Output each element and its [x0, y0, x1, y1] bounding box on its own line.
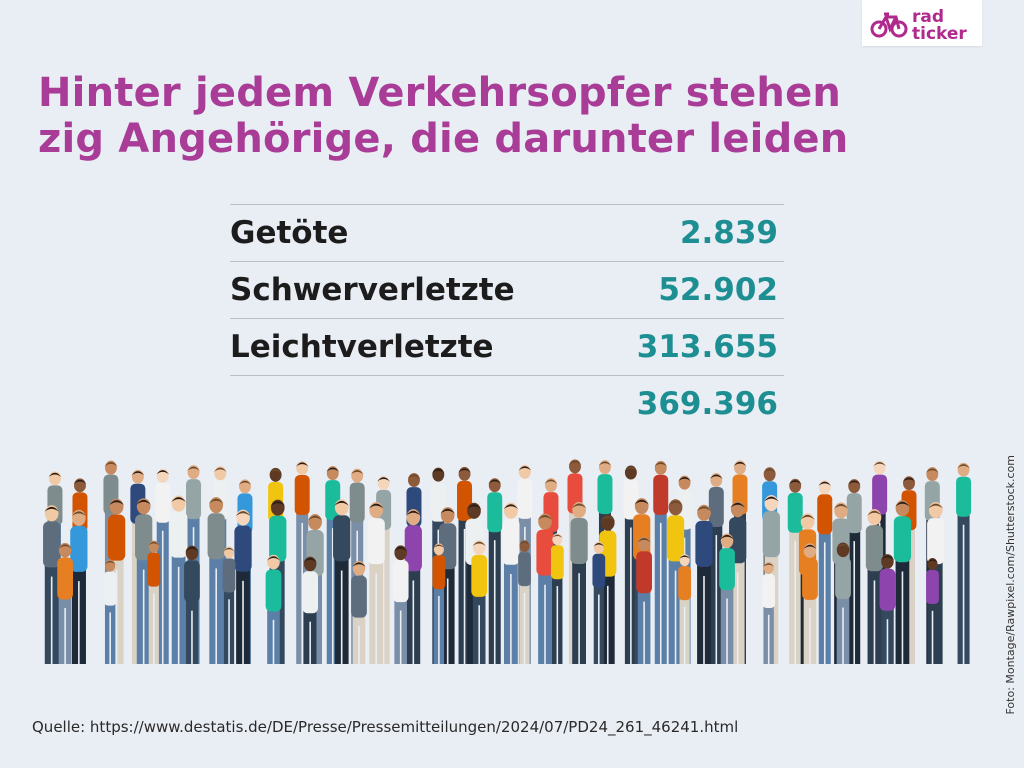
crowd-person	[719, 533, 735, 664]
crowd-person	[135, 498, 153, 664]
stat-row-total: 369.396	[230, 375, 784, 432]
crowd-person	[43, 505, 61, 664]
stat-value: 313.655	[636, 329, 778, 365]
stat-total-value: 369.396	[636, 386, 778, 422]
crowd-person	[695, 504, 713, 664]
crowd-person	[956, 462, 972, 664]
crowd-person	[147, 540, 161, 664]
stat-label: Leichtverletzte	[230, 329, 494, 365]
crowd-person	[333, 499, 351, 664]
crowd-person	[879, 554, 896, 664]
crowd-photo	[43, 459, 972, 664]
logo-text-ticker: ticker	[912, 24, 967, 43]
crowd-person	[835, 542, 851, 664]
radticker-logo: rad ticker	[862, 0, 982, 46]
title-line-2: zig Angehörige, die darunter leiden	[38, 116, 849, 162]
stat-row-leichtverletzte: Leichtverletzte 313.655	[230, 318, 784, 375]
crowd-person	[471, 540, 488, 664]
crowd-person	[518, 540, 531, 664]
crowd-person	[184, 545, 200, 664]
page-title: Hinter jedem Verkehrsopfer stehen zig An…	[38, 70, 978, 162]
crowd-person	[599, 514, 617, 664]
bicycle-icon: rad ticker	[870, 7, 967, 43]
photo-credit: Foto: Montage/Rawpixel.com/Shutterstock.…	[1004, 455, 1020, 755]
crowd-person	[367, 502, 385, 664]
crowd-person	[234, 509, 252, 664]
photo-credit-text: Foto: Montage/Rawpixel.com/Shutterstock.…	[1004, 455, 1017, 715]
crowd-person	[787, 478, 803, 664]
crowd-person	[207, 497, 225, 664]
crowd-person	[762, 562, 776, 664]
crowd-person	[170, 495, 188, 664]
crowd-person	[351, 560, 367, 664]
crowd-person	[802, 543, 818, 664]
crowd-person	[636, 536, 652, 664]
stat-value: 2.839	[679, 215, 778, 251]
crowd-person	[103, 559, 117, 664]
stat-value: 52.902	[658, 272, 778, 308]
stat-row-getoete: Getöte 2.839	[230, 204, 784, 261]
crowd-person	[926, 558, 939, 664]
stat-label: Schwerverletzte	[230, 272, 515, 308]
crowd-person	[432, 543, 446, 664]
source-text: Quelle: https://www.destatis.de/DE/Press…	[32, 718, 739, 736]
crowd-person	[846, 479, 862, 664]
crowd-person	[893, 500, 912, 664]
crowd-person	[817, 480, 833, 664]
crowd-person	[487, 478, 503, 664]
crowd-person	[222, 546, 236, 664]
crowd-person	[265, 554, 282, 664]
crowd-person	[592, 541, 606, 664]
crowd-person	[302, 556, 319, 664]
crowd-person	[653, 460, 669, 664]
crowd-person	[392, 545, 409, 664]
crowd-person	[502, 502, 520, 664]
stat-label: Getöte	[230, 215, 349, 251]
crowd-person	[678, 554, 692, 664]
crowd-person	[536, 513, 554, 664]
crowd-person	[550, 533, 564, 664]
crowd-person	[570, 501, 588, 664]
stat-row-schwerverletzte: Schwerverletzte 52.902	[230, 261, 784, 318]
crowd-person	[865, 509, 884, 664]
stats-table: Getöte 2.839 Schwerverletzte 52.902 Leic…	[230, 204, 784, 432]
crowd-person	[70, 509, 88, 664]
title-line-1: Hinter jedem Verkehrsopfer stehen	[38, 70, 842, 116]
crowd-person	[57, 542, 74, 664]
logo-text-rad: rad	[912, 7, 944, 27]
crowd-person	[404, 509, 422, 664]
